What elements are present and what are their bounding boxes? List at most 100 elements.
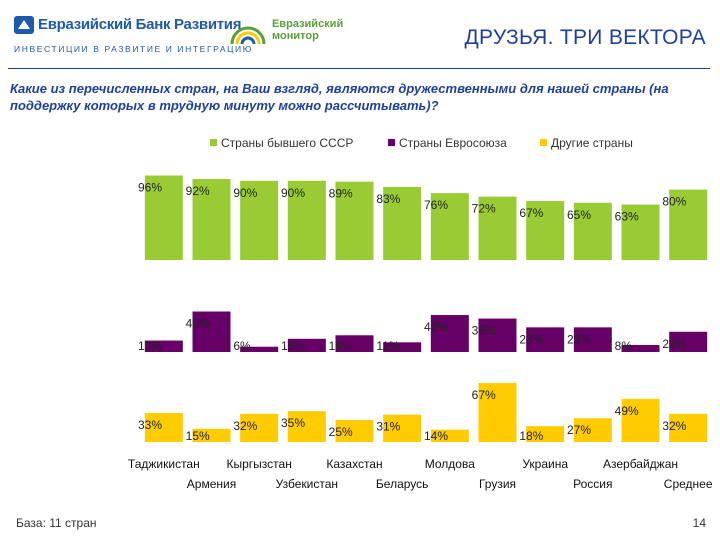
bar-2-11: [621, 344, 660, 352]
value-label-1-3: 90%: [233, 186, 257, 200]
bar-2-9: [526, 327, 565, 352]
value-label-3-8: 67%: [472, 388, 496, 402]
bar-3-9: [526, 426, 565, 442]
value-label-1-7: 76%: [424, 198, 448, 212]
value-label-3-6: 31%: [376, 420, 400, 434]
value-label-2-2: 46%: [186, 317, 210, 331]
value-label-2-4: 15%: [281, 339, 305, 353]
bar-2-5: [335, 335, 374, 352]
bar-1-9: [526, 201, 565, 260]
value-label-3-2: 15%: [186, 429, 210, 443]
category-label-10: Россия: [573, 477, 612, 491]
value-label-1-9: 67%: [519, 206, 543, 220]
bank-emblem-icon: [14, 16, 34, 34]
monitor-name: Евразийский монитор: [272, 18, 343, 42]
value-label-3-11: 49%: [615, 404, 639, 418]
value-label-2-12: 23%: [662, 337, 686, 351]
value-label-3-4: 35%: [281, 416, 305, 430]
bar-3-12: [669, 413, 708, 442]
legend-swatch-1: [210, 139, 217, 146]
bar-3-11: [621, 398, 660, 442]
category-label-11: Азербайджан: [603, 457, 678, 471]
bank-tagline: ИНВЕСТИЦИИ В РАЗВИТИЕ И ИНТЕГРАЦИЮ: [14, 44, 253, 54]
bar-3-10: [573, 418, 612, 442]
bar-2-1: [144, 340, 183, 352]
legend-swatch-2: [388, 139, 395, 146]
bar-1-4: [287, 180, 326, 260]
value-label-1-5: 89%: [329, 187, 353, 201]
title-divider: [8, 68, 710, 69]
monitor-rainbow-icon: [230, 26, 266, 45]
category-label-7: Молдова: [425, 457, 475, 471]
bar-2-4: [287, 338, 326, 352]
category-label-9: Украина: [522, 457, 568, 471]
value-label-2-11: 8%: [615, 339, 633, 353]
category-label-1: Таджикистан: [128, 457, 200, 471]
value-label-3-7: 14%: [424, 429, 448, 443]
value-label-3-9: 18%: [519, 429, 543, 443]
value-label-1-6: 83%: [376, 192, 400, 206]
page-number: 14: [692, 516, 706, 530]
value-label-2-5: 19%: [329, 339, 353, 353]
bank-logo: Евразийский Банк Развития ИНВЕСТИЦИИ В Р…: [10, 12, 251, 56]
category-label-8: Грузия: [479, 477, 516, 491]
survey-question: Какие из перечисленных стран, на Ваш взг…: [10, 81, 669, 113]
bar-1-1: [144, 175, 183, 260]
value-label-3-10: 27%: [567, 423, 591, 437]
value-label-1-11: 63%: [615, 210, 639, 224]
value-label-1-4: 90%: [281, 186, 305, 200]
bar-1-8: [478, 196, 517, 260]
value-label-3-12: 32%: [662, 419, 686, 433]
bar-3-8: [478, 383, 517, 442]
monitor-line2: монитор: [272, 30, 319, 42]
bar-2-6: [383, 342, 422, 352]
value-label-1-10: 65%: [567, 208, 591, 222]
value-label-2-9: 28%: [519, 332, 543, 346]
value-label-1-1: 96%: [138, 181, 162, 195]
bar-2-8: [478, 318, 517, 352]
slide-title: ДРУЗЬЯ. ТРИ ВЕКТОРА: [464, 26, 706, 49]
category-label-4: Узбекистан: [276, 477, 338, 491]
bar-1-12: [669, 189, 708, 260]
category-label-2: Армения: [187, 477, 236, 491]
bar-2-10: [573, 327, 612, 352]
value-label-3-3: 32%: [233, 419, 257, 433]
value-label-3-1: 33%: [138, 418, 162, 432]
value-label-1-12: 80%: [662, 195, 686, 209]
bar-1-6: [383, 186, 422, 260]
value-label-2-7: 42%: [424, 320, 448, 334]
bank-name: Евразийский Банк Развития: [38, 16, 242, 33]
value-label-2-3: 6%: [233, 339, 251, 353]
legend-label-2: Страны Евросоюза: [399, 136, 507, 150]
sample-base: База: 11 стран: [16, 516, 97, 530]
bar-1-11: [621, 204, 660, 260]
bar-3-5: [335, 420, 374, 442]
bar-2-12: [669, 331, 708, 352]
monitor-logo: Евразийский монитор: [228, 14, 343, 58]
legend-swatch-3: [540, 139, 547, 146]
value-label-3-5: 25%: [329, 425, 353, 439]
category-label-12: Среднее: [664, 477, 713, 491]
monitor-line1: Евразийский: [272, 18, 344, 30]
bar-2-3: [240, 346, 279, 352]
bar-1-5: [335, 181, 374, 260]
bar-3-7: [430, 429, 469, 442]
value-label-2-6: 11%: [376, 339, 399, 353]
bar-3-3: [240, 413, 279, 442]
bar-3-6: [383, 414, 422, 442]
bar-3-4: [287, 411, 326, 442]
bar-1-10: [573, 202, 612, 260]
value-label-2-1: 13%: [138, 339, 162, 353]
bar-3-1: [144, 412, 183, 442]
bar-2-7: [430, 315, 469, 352]
category-label-3: Кыргызстан: [227, 457, 292, 471]
category-label-6: Беларусь: [376, 477, 428, 491]
bar-3-2: [192, 428, 231, 442]
value-label-1-2: 92%: [186, 184, 210, 198]
bar-1-3: [240, 180, 279, 260]
bar-1-2: [192, 179, 231, 260]
category-label-5: Казахстан: [326, 457, 382, 471]
value-label-2-8: 38%: [472, 324, 496, 338]
bar-1-7: [430, 193, 469, 260]
